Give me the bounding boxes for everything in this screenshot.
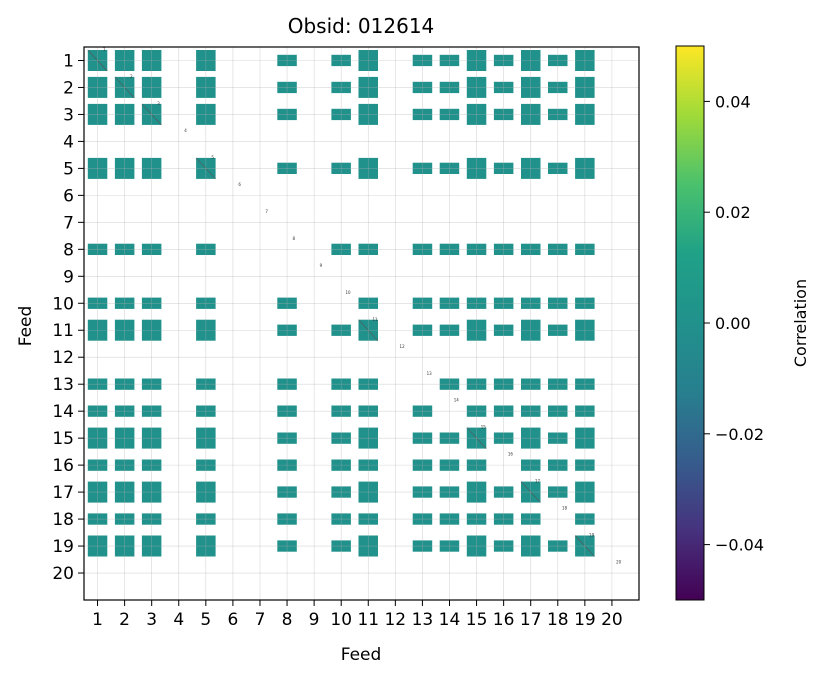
diagonal-label: 1 <box>103 47 106 52</box>
colorbar-label: Correlation <box>791 279 810 367</box>
y-tick-label: 10 <box>52 294 74 314</box>
x-tick-label: 19 <box>574 610 596 630</box>
diagonal-label: 6 <box>238 182 241 187</box>
y-tick-label: 20 <box>52 564 74 584</box>
colorbar: −0.04 −0.02 0.00 0.02 0.04 Correlation <box>675 45 810 601</box>
plot-frame <box>83 46 640 601</box>
diagonal-label: 19 <box>589 533 595 538</box>
x-tick-label: 15 <box>466 610 488 630</box>
diagonal-label: 7 <box>265 209 268 214</box>
diagonal-label: 11 <box>372 317 378 322</box>
x-tick-label: 13 <box>412 610 434 630</box>
x-tick-label: 17 <box>520 610 542 630</box>
y-tick-label: 9 <box>63 267 74 287</box>
colorbar-tick-label: −0.04 <box>715 536 764 555</box>
x-tick-label: 2 <box>119 610 130 630</box>
x-tick-label: 8 <box>282 610 293 630</box>
colorbar-gradient <box>675 45 705 601</box>
x-tick-label: 7 <box>255 610 266 630</box>
y-tick-label: 16 <box>52 456 74 476</box>
x-tick-label: 11 <box>357 610 379 630</box>
diagonal-label: 14 <box>454 398 460 403</box>
x-tick-label: 3 <box>146 610 157 630</box>
y-tick-label: 2 <box>63 79 74 99</box>
colorbar-tick-label: 0.02 <box>715 203 751 222</box>
x-tick-label: 10 <box>330 610 352 630</box>
x-tick-label: 16 <box>493 610 515 630</box>
y-tick-label: 7 <box>63 213 74 233</box>
x-tick-label: 12 <box>384 610 406 630</box>
diagonal-label: 12 <box>400 344 406 349</box>
diagonal-label: 18 <box>562 506 568 511</box>
diagonal-label: 10 <box>345 290 351 295</box>
diagonal-label: 15 <box>481 425 487 430</box>
x-axis-ticks: 1 2 3 4 5 6 7 8 9 10 11 12 13 14 15 16 17 18 19 20 <box>92 600 623 630</box>
diagonal-label: 5 <box>211 155 214 160</box>
y-tick-label: 18 <box>52 510 74 530</box>
colorbar-ticks: −0.04 −0.02 0.00 0.02 0.04 <box>704 92 764 555</box>
x-tick-label: 20 <box>601 610 623 630</box>
diagonal-label: 16 <box>508 452 514 457</box>
diagonal-label: 9 <box>320 263 323 268</box>
colorbar-tick-label: −0.02 <box>715 425 764 444</box>
x-tick-label: 5 <box>200 610 211 630</box>
y-tick-label: 5 <box>63 159 74 179</box>
y-tick-label: 3 <box>63 105 74 125</box>
x-tick-label: 1 <box>92 610 103 630</box>
x-tick-label: 18 <box>547 610 569 630</box>
y-tick-label: 11 <box>52 321 74 341</box>
colorbar-tick-label: 0.04 <box>715 92 751 111</box>
y-tick-label: 6 <box>63 186 74 206</box>
y-tick-label: 12 <box>52 348 74 368</box>
grid-lines <box>84 47 639 600</box>
diagonal-label: 13 <box>427 371 433 376</box>
diagonal-label: 17 <box>535 479 541 484</box>
y-tick-label: 1 <box>63 52 74 72</box>
y-tick-label: 19 <box>52 537 74 557</box>
diagonal-label: 20 <box>616 560 622 565</box>
diagonal-label: 3 <box>157 101 160 106</box>
x-tick-label: 6 <box>227 610 238 630</box>
x-tick-label: 9 <box>309 610 320 630</box>
diagonal-label: 8 <box>293 236 296 241</box>
colorbar-tick-label: 0.00 <box>715 314 751 333</box>
x-tick-label: 4 <box>173 610 184 630</box>
y-tick-label: 15 <box>52 429 74 449</box>
y-tick-label: 14 <box>52 402 74 422</box>
x-axis-label: Feed <box>341 645 382 665</box>
diagonal-label: 2 <box>130 74 133 79</box>
y-axis-label: Feed <box>16 306 36 347</box>
x-tick-label: 14 <box>439 610 461 630</box>
y-tick-label: 17 <box>52 483 74 503</box>
y-tick-label: 8 <box>63 240 74 260</box>
y-tick-label: 13 <box>52 375 74 395</box>
y-tick-label: 4 <box>63 132 74 152</box>
chart-title: Obsid: 012614 <box>288 14 435 38</box>
diagonal-label: 4 <box>184 128 187 133</box>
